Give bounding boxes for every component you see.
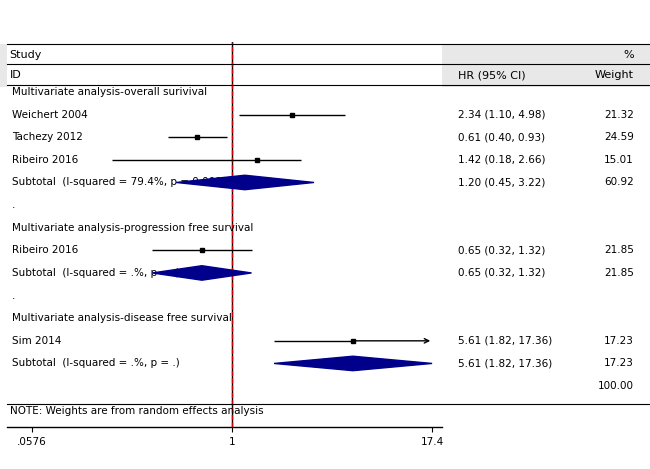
Text: 1.42 (0.18, 2.66): 1.42 (0.18, 2.66)	[458, 155, 546, 165]
Text: HR (95% CI): HR (95% CI)	[458, 70, 526, 80]
Text: Sim 2014: Sim 2014	[12, 336, 61, 346]
Text: Weichert 2004: Weichert 2004	[12, 110, 88, 120]
Text: .: .	[12, 291, 15, 301]
Text: Tachezy 2012: Tachezy 2012	[12, 132, 83, 142]
Text: Multivariate analysis-disease free survival: Multivariate analysis-disease free survi…	[12, 313, 232, 323]
Polygon shape	[274, 356, 432, 371]
Text: 0.61 (0.40, 0.93): 0.61 (0.40, 0.93)	[458, 132, 545, 142]
Text: 0.65 (0.32, 1.32): 0.65 (0.32, 1.32)	[458, 245, 545, 255]
Text: Multivariate analysis-progression free survival: Multivariate analysis-progression free s…	[12, 223, 254, 233]
Text: Subtotal  (I-squared = .%, p = .): Subtotal (I-squared = .%, p = .)	[12, 268, 179, 278]
Text: 60.92: 60.92	[604, 177, 634, 188]
Text: 100.00: 100.00	[598, 381, 634, 391]
Text: 15.01: 15.01	[604, 155, 634, 165]
Text: 1.20 (0.45, 3.22): 1.20 (0.45, 3.22)	[458, 177, 545, 188]
Text: Weight: Weight	[595, 70, 634, 80]
Text: 2.34 (1.10, 4.98): 2.34 (1.10, 4.98)	[458, 110, 546, 120]
Text: NOTE: Weights are from random effects analysis: NOTE: Weights are from random effects an…	[10, 406, 263, 416]
Text: Subtotal  (I-squared = .%, p = .): Subtotal (I-squared = .%, p = .)	[12, 358, 179, 369]
Polygon shape	[152, 266, 252, 280]
Text: Study: Study	[10, 50, 42, 60]
Text: 17.23: 17.23	[604, 358, 634, 369]
Text: 5.61 (1.82, 17.36): 5.61 (1.82, 17.36)	[458, 358, 552, 369]
Text: ID: ID	[10, 70, 21, 80]
Text: %: %	[623, 50, 634, 60]
Text: Ribeiro 2016: Ribeiro 2016	[12, 155, 78, 165]
Text: 21.85: 21.85	[604, 245, 634, 255]
Polygon shape	[176, 175, 314, 189]
Text: 21.32: 21.32	[604, 110, 634, 120]
Text: 17.23: 17.23	[604, 336, 634, 346]
Text: Multivariate analysis-overall surivival: Multivariate analysis-overall surivival	[12, 87, 207, 97]
Text: 5.61 (1.82, 17.36): 5.61 (1.82, 17.36)	[458, 336, 552, 346]
Text: 0.65 (0.32, 1.32): 0.65 (0.32, 1.32)	[458, 268, 545, 278]
Text: .: .	[12, 200, 15, 210]
Text: Ribeiro 2016: Ribeiro 2016	[12, 245, 78, 255]
Text: Subtotal  (I-squared = 79.4%, p = 0.008): Subtotal (I-squared = 79.4%, p = 0.008)	[12, 177, 226, 188]
Text: 21.85: 21.85	[604, 268, 634, 278]
Text: 24.59: 24.59	[604, 132, 634, 142]
